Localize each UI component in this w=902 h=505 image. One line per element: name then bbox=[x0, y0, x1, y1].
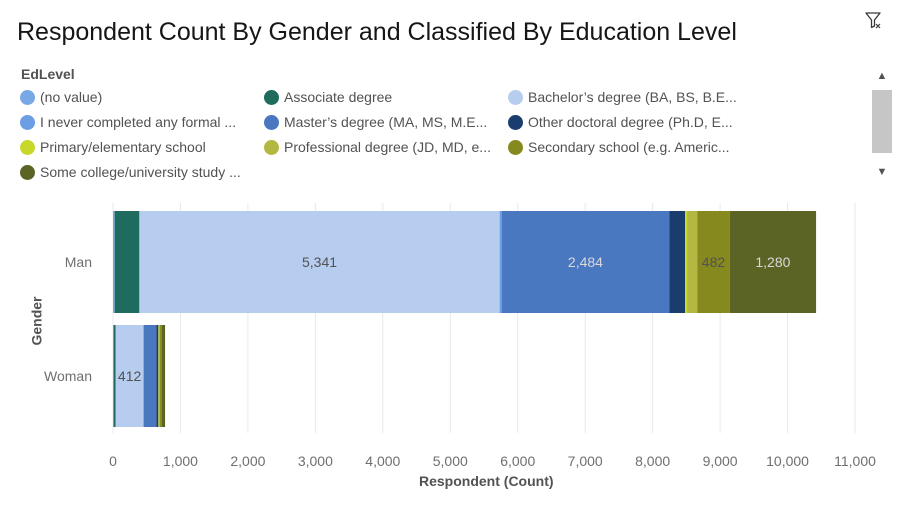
legend-label: Master’s degree (MA, MS, M.E... bbox=[284, 114, 488, 130]
chevron-up-icon[interactable]: ▲ bbox=[876, 70, 888, 82]
legend-item[interactable]: Secondary school (e.g. Americ... bbox=[508, 136, 730, 158]
x-tick-label: 7,000 bbox=[568, 453, 603, 469]
legend-swatch bbox=[508, 139, 523, 155]
bar-segment bbox=[143, 325, 157, 427]
bar-segment bbox=[687, 211, 698, 313]
legend-label: Bachelor’s degree (BA, BS, B.E... bbox=[528, 89, 737, 105]
bar-segment bbox=[113, 325, 114, 427]
legend-swatch bbox=[264, 114, 279, 130]
legend-label: Secondary school (e.g. Americ... bbox=[528, 139, 730, 155]
bar-segment bbox=[161, 325, 166, 427]
legend-scrollbar[interactable]: ▲ ▼ bbox=[870, 66, 894, 184]
x-tick-label: 9,000 bbox=[703, 453, 738, 469]
x-tick-label: 11,000 bbox=[834, 453, 876, 469]
legend-swatch bbox=[508, 114, 523, 130]
x-tick-label: 1,000 bbox=[163, 453, 198, 469]
data-label: 482 bbox=[702, 254, 726, 270]
legend-item[interactable]: Bachelor’s degree (BA, BS, B.E... bbox=[508, 86, 737, 108]
bar-segment bbox=[685, 211, 688, 313]
legend-swatch bbox=[264, 89, 279, 105]
data-label: 5,341 bbox=[302, 254, 337, 270]
legend-item[interactable]: Professional degree (JD, MD, e... bbox=[264, 136, 491, 158]
legend-swatch bbox=[20, 89, 35, 105]
legend: (no value) Associate degree Bachelor’s deg… bbox=[20, 86, 860, 186]
bar-segment bbox=[501, 211, 670, 313]
bar-segment bbox=[160, 325, 162, 427]
chart-title: Respondent Count By Gender and Classifie… bbox=[17, 18, 737, 46]
bar-segment bbox=[156, 325, 159, 427]
legend-title: EdLevel bbox=[21, 66, 75, 82]
bar-segment bbox=[158, 325, 159, 427]
x-tick-label: 2,000 bbox=[230, 453, 265, 469]
legend-label: Some college/university study ... bbox=[40, 164, 241, 180]
bar-segment bbox=[499, 211, 502, 313]
bar-segment bbox=[143, 325, 144, 427]
y-axis-title: Gender bbox=[28, 296, 45, 346]
y-tick-label: Man bbox=[65, 254, 92, 270]
bar-segment bbox=[114, 211, 140, 313]
x-axis-title: Respondent (Count) bbox=[419, 473, 554, 489]
legend-item[interactable]: Some college/university study ... bbox=[20, 161, 241, 183]
legend-item[interactable]: Other doctoral degree (Ph.D, E... bbox=[508, 111, 733, 133]
legend-swatch bbox=[20, 114, 35, 130]
legend-item[interactable]: Primary/elementary school bbox=[20, 136, 206, 158]
x-tick-label: 10,000 bbox=[766, 453, 809, 469]
bar-segment bbox=[697, 211, 730, 313]
bar-segment bbox=[113, 211, 115, 313]
data-label: 2,484 bbox=[568, 254, 603, 270]
x-tick-label: 8,000 bbox=[635, 453, 670, 469]
bar-segment bbox=[115, 325, 144, 427]
chevron-down-icon[interactable]: ▼ bbox=[876, 166, 888, 178]
bar-segment bbox=[113, 325, 116, 427]
filter-icon[interactable] bbox=[863, 10, 883, 30]
bar-segment bbox=[669, 211, 686, 313]
legend-swatch bbox=[20, 164, 35, 180]
legend-swatch bbox=[508, 89, 523, 105]
legend-item[interactable]: (no value) bbox=[20, 86, 102, 108]
legend-label: (no value) bbox=[40, 89, 103, 105]
legend-item[interactable]: Master’s degree (MA, MS, M.E... bbox=[264, 111, 487, 133]
y-tick-label: Woman bbox=[44, 368, 92, 384]
bar-segment bbox=[729, 211, 817, 313]
legend-item[interactable]: I never completed any formal ... bbox=[20, 111, 236, 133]
data-label: 1,280 bbox=[755, 254, 790, 270]
legend-label: I never completed any formal ... bbox=[40, 114, 237, 130]
x-tick-label: 4,000 bbox=[365, 453, 400, 469]
legend-item[interactable]: Associate degree bbox=[264, 86, 392, 108]
data-label: 412 bbox=[118, 368, 142, 384]
x-tick-label: 0 bbox=[109, 453, 117, 469]
scrollbar-thumb[interactable] bbox=[872, 90, 892, 153]
x-tick-label: 6,000 bbox=[500, 453, 535, 469]
legend-label: Associate degree bbox=[284, 89, 393, 105]
legend-swatch bbox=[20, 139, 35, 155]
x-tick-label: 5,000 bbox=[433, 453, 468, 469]
bar-segment bbox=[158, 325, 161, 427]
legend-label: Professional degree (JD, MD, e... bbox=[284, 139, 491, 155]
x-tick-label: 3,000 bbox=[298, 453, 333, 469]
legend-label: Primary/elementary school bbox=[40, 139, 206, 155]
bar-segment bbox=[139, 211, 500, 313]
legend-swatch bbox=[264, 139, 279, 155]
legend-label: Other doctoral degree (Ph.D, E... bbox=[528, 114, 733, 130]
